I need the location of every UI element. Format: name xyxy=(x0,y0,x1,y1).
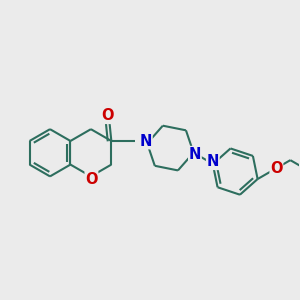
Text: N: N xyxy=(189,147,201,162)
Text: O: O xyxy=(101,108,114,123)
Text: O: O xyxy=(270,161,283,176)
Text: N: N xyxy=(207,154,219,169)
Text: O: O xyxy=(85,172,98,187)
Text: N: N xyxy=(140,134,152,149)
